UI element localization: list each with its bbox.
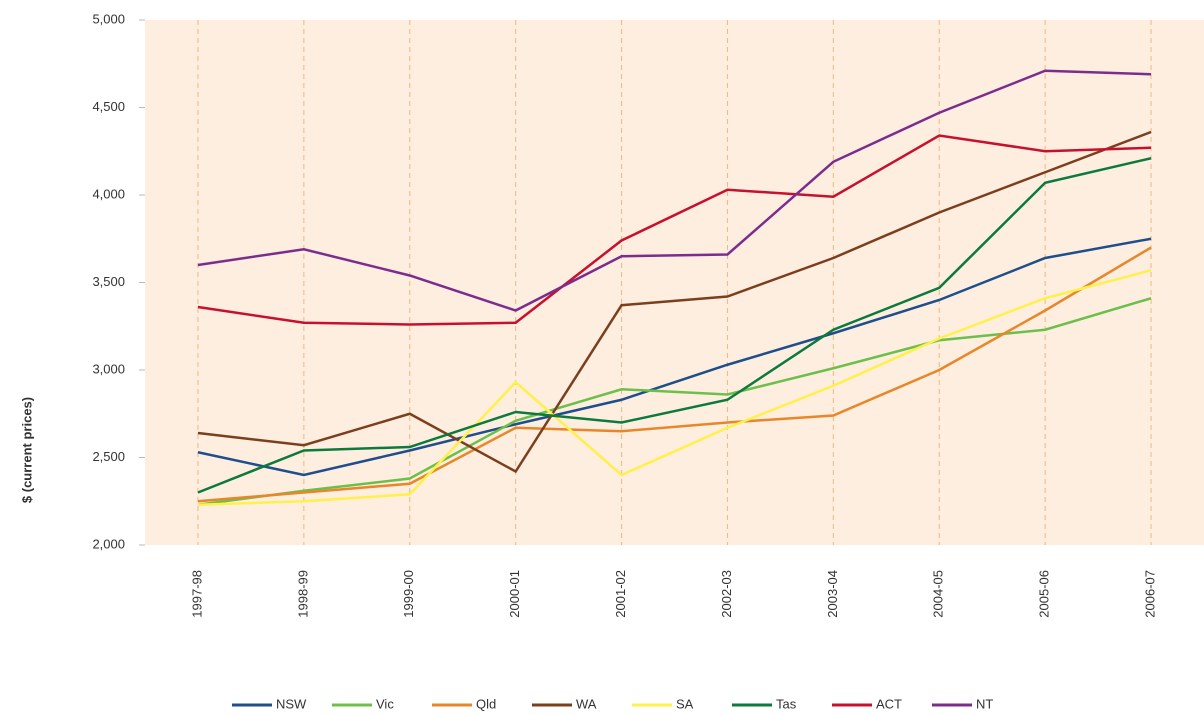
line bbox=[197, 130, 1152, 474]
x-tick-label: 2000-01 bbox=[507, 570, 522, 618]
line bbox=[197, 297, 1152, 506]
y-tick-label: 3,000 bbox=[92, 361, 125, 376]
legend-label: Vic bbox=[376, 696, 394, 711]
x-tick-label: 2004-05 bbox=[931, 570, 946, 618]
legend-label: SA bbox=[676, 696, 694, 711]
legend-label: NT bbox=[976, 696, 993, 711]
x-tick-label: 1997-98 bbox=[189, 570, 204, 618]
y-tick-label: 2,000 bbox=[92, 536, 125, 551]
y-tick-label: 3,500 bbox=[92, 274, 125, 289]
y-tick-label: 4,500 bbox=[92, 99, 125, 114]
x-tick-label: 2001-02 bbox=[613, 570, 628, 618]
x-tick-label: 2002-03 bbox=[719, 570, 734, 618]
x-tick-label: 2003-04 bbox=[825, 570, 840, 618]
legend-label: ACT bbox=[876, 696, 902, 711]
y-axis-label: $ (current prices) bbox=[19, 397, 34, 503]
x-tick-label: 2006-07 bbox=[1142, 570, 1157, 618]
x-tick-label: 1999-00 bbox=[401, 570, 416, 618]
y-tick-label: 5,000 bbox=[92, 11, 125, 26]
line bbox=[197, 69, 1152, 312]
line bbox=[197, 157, 1152, 494]
line bbox=[197, 269, 1152, 506]
x-tick-label: 1998-99 bbox=[295, 570, 310, 618]
y-tick-label: 4,000 bbox=[92, 186, 125, 201]
plot-background bbox=[145, 20, 1204, 545]
x-tick-label: 2005-06 bbox=[1037, 570, 1052, 618]
line bbox=[197, 134, 1152, 326]
legend-label: Tas bbox=[776, 696, 797, 711]
legend-label: NSW bbox=[276, 696, 307, 711]
line bbox=[197, 237, 1152, 477]
legend-label: WA bbox=[576, 696, 597, 711]
legend-label: Qld bbox=[476, 696, 496, 711]
line bbox=[197, 246, 1152, 503]
y-tick-label: 2,500 bbox=[92, 449, 125, 464]
